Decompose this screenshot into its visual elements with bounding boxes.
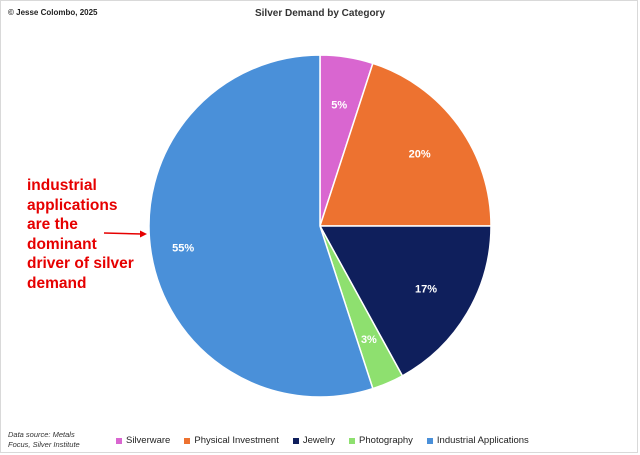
data-label: 20% xyxy=(409,149,431,161)
annotation-line: applications xyxy=(27,196,118,214)
annotation-line: dominant xyxy=(27,235,97,253)
annotation-text: industrial applications are the dominant… xyxy=(27,176,147,293)
data-label: 5% xyxy=(331,99,347,111)
data-label: 55% xyxy=(172,243,194,255)
data-label: 17% xyxy=(415,284,437,296)
legend-swatch xyxy=(184,437,191,444)
chart-title: Silver Demand by Category xyxy=(254,8,386,19)
data-label: 3% xyxy=(361,334,377,346)
legend-item-physical-investment: Physical Investment xyxy=(184,435,279,446)
pie-slice-jewelry xyxy=(318,225,492,377)
copyright-text: © Jesse Colombo, 2025 xyxy=(8,8,98,17)
annotation-arrow xyxy=(103,230,147,238)
legend-item-photography: Photography xyxy=(349,435,413,446)
legend-label: Jewelry xyxy=(302,435,336,446)
legend-swatch xyxy=(116,437,122,444)
legend-label: Silverware xyxy=(126,435,171,446)
legend-item-jewelry: Jewelry xyxy=(292,435,336,446)
pie-slice-physical-investment xyxy=(318,62,492,227)
annotation-line: are the xyxy=(27,216,78,233)
annotation-line: driver of silver xyxy=(27,255,134,272)
annotation-line: industrial xyxy=(27,177,97,194)
legend-label: Industrial Applications xyxy=(436,435,529,446)
legend-swatch xyxy=(349,437,356,444)
legend-swatch xyxy=(426,437,433,444)
legend-item-silverware: Silverware xyxy=(116,435,170,446)
data-source-note: Data source: Metals Focus, Silver Instit… xyxy=(8,430,80,449)
legend-label: Photography xyxy=(359,435,413,446)
legend-item-industrial-applications: Industrial Applications xyxy=(426,435,529,446)
legend: Silverware Physical Investment Jewelry P… xyxy=(116,435,529,446)
pie-slice-industrial-applications xyxy=(148,54,374,398)
annotation-line: demand xyxy=(27,274,87,292)
legend-label: Physical Investment xyxy=(194,435,279,446)
legend-swatch xyxy=(292,437,299,444)
